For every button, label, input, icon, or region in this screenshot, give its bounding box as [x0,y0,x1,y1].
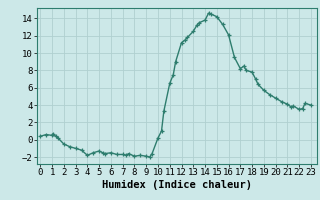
X-axis label: Humidex (Indice chaleur): Humidex (Indice chaleur) [102,180,252,190]
